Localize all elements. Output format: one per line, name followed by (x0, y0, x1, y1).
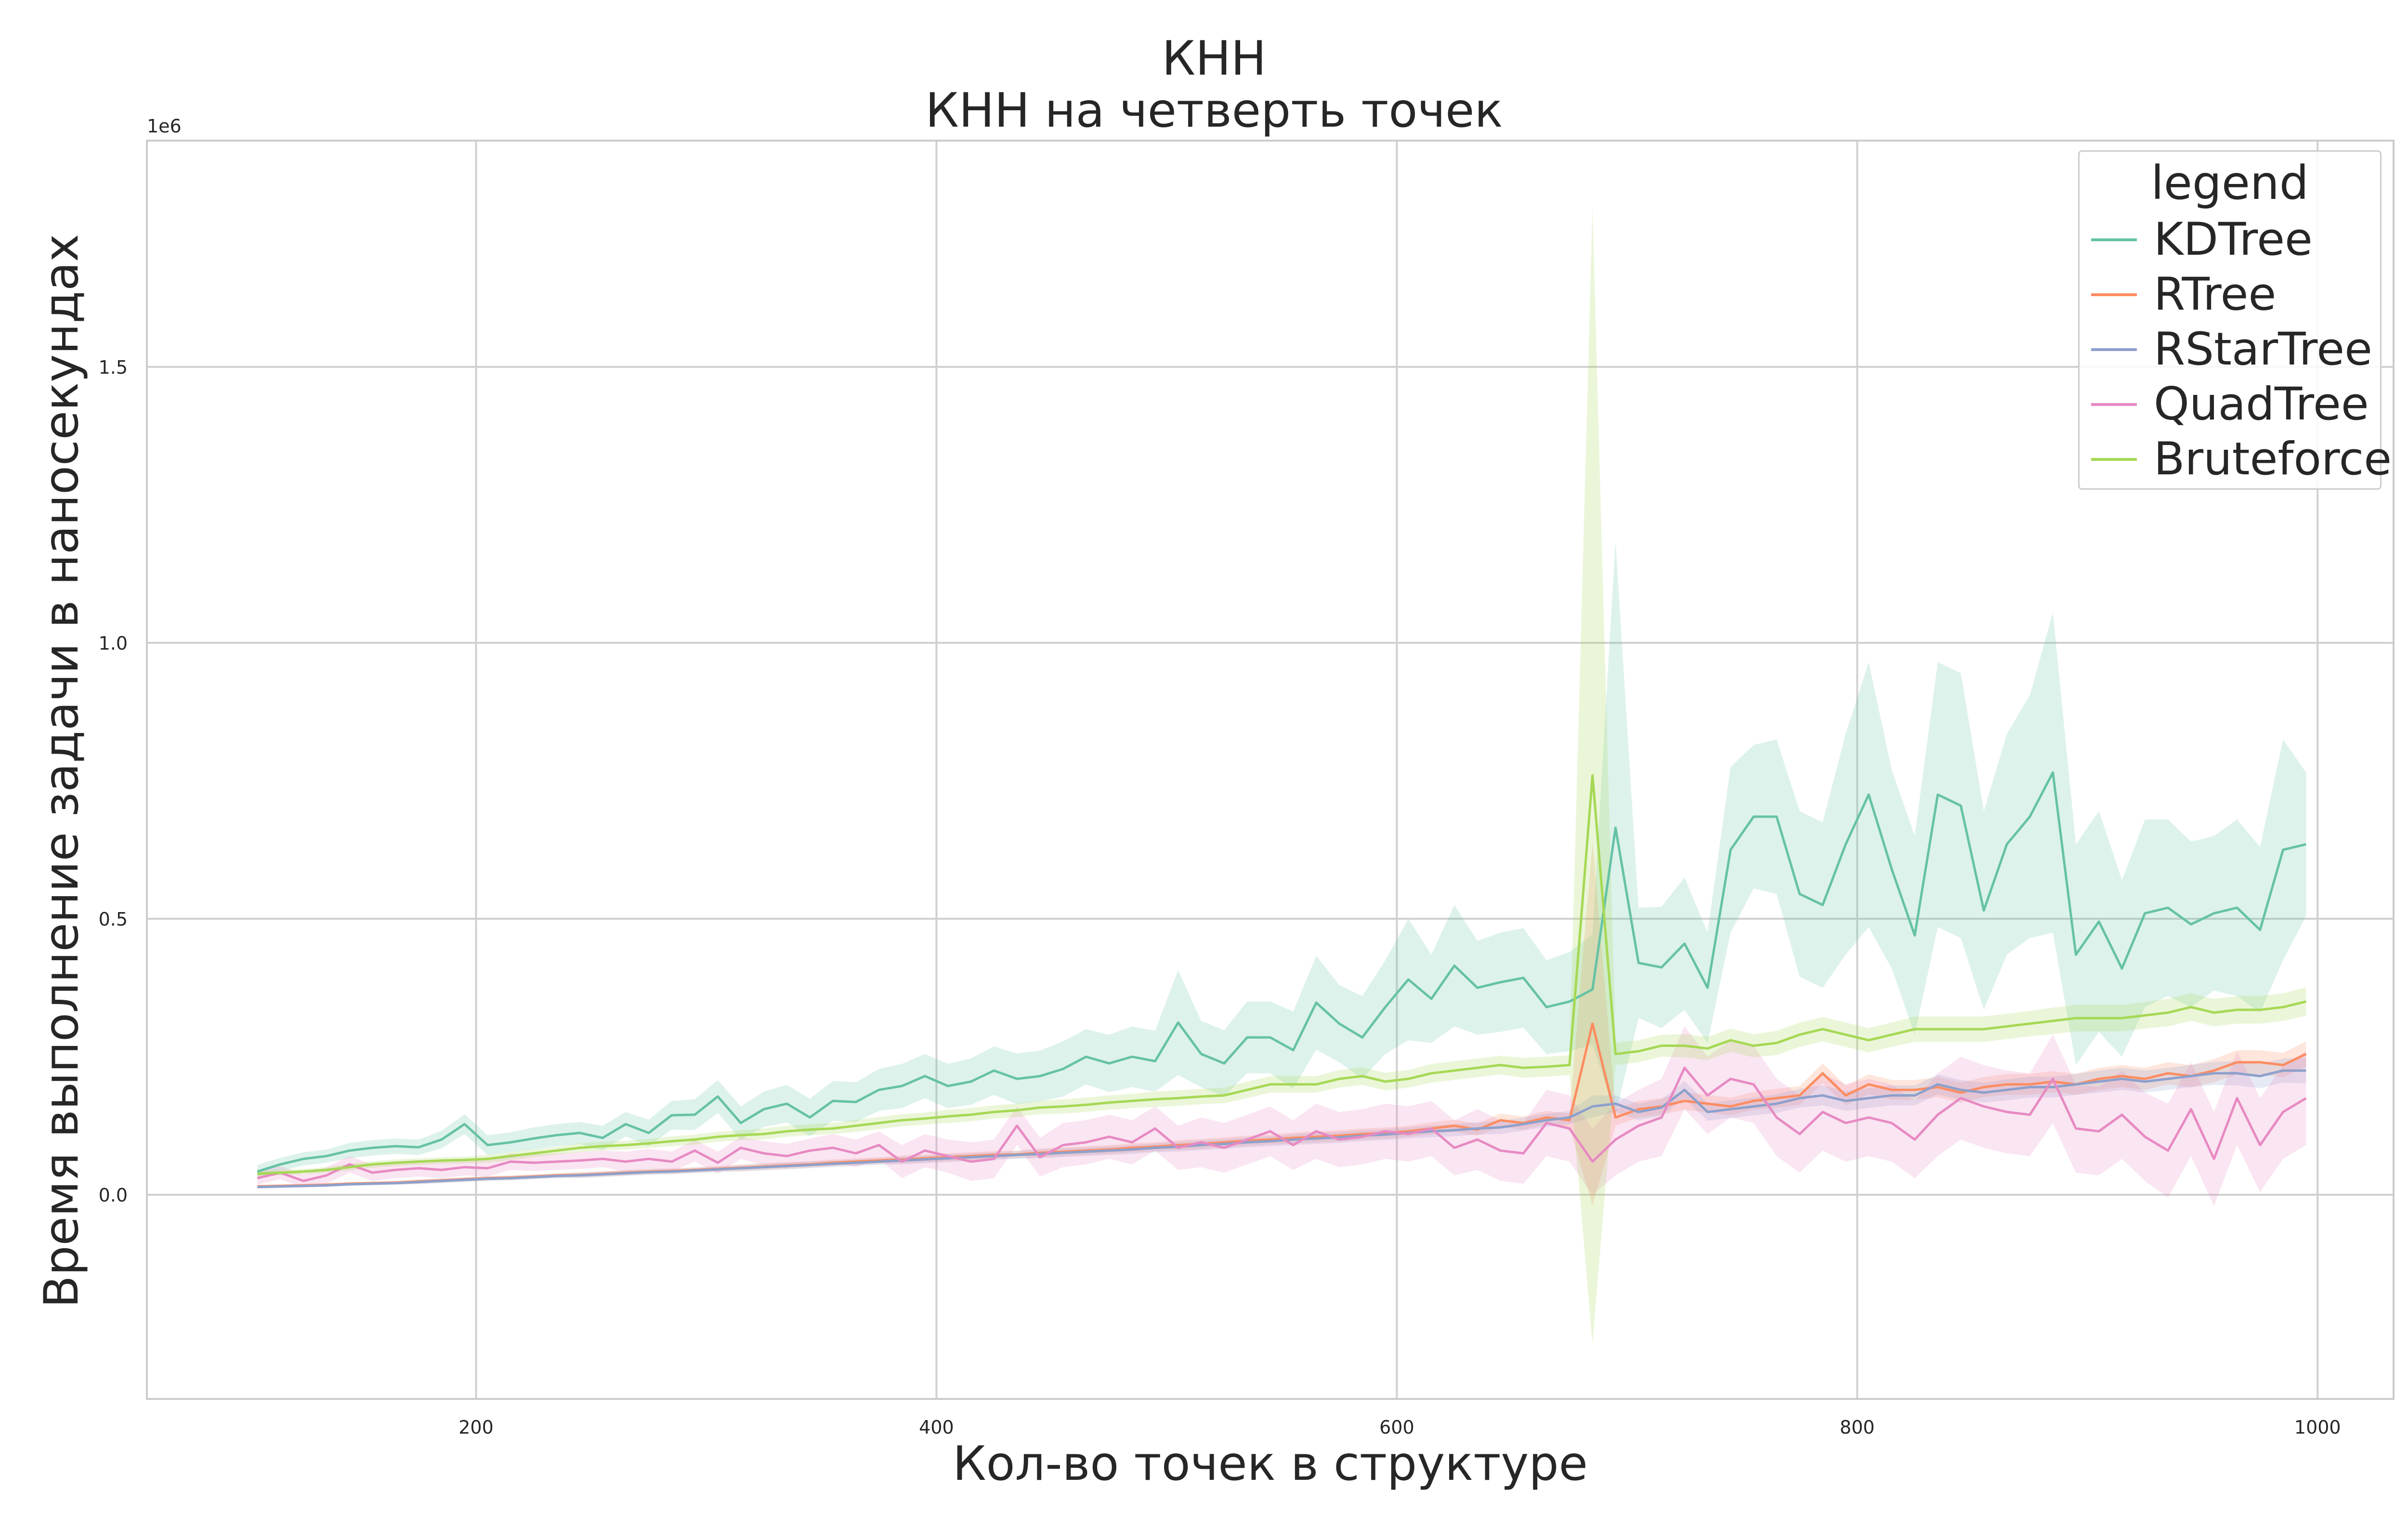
legend-item-rtree: RTree (2086, 268, 2380, 321)
x-axis-label: Кол-во точек в структуре (953, 1437, 1588, 1491)
series-line-bruteforce (257, 774, 2306, 1175)
y-tick-label: 0.0 (99, 1185, 128, 1206)
legend-swatch (2091, 348, 2137, 351)
x-tick-label: 600 (1379, 1417, 1414, 1438)
legend-item-bruteforce: Bruteforce (2086, 433, 2392, 486)
legend-label: RTree (2154, 268, 2277, 321)
grid (147, 141, 2394, 1399)
series-lines (257, 771, 2307, 1188)
band-quadtree (257, 1026, 2306, 1206)
y-tick-label: 1.0 (99, 633, 128, 654)
series-line-rstartree (257, 1069, 2306, 1188)
plot-frame (146, 140, 2395, 1400)
y-axis-label: Время выполнение задачи в наносекундах (34, 234, 89, 1308)
legend: legend KDTree RTree RStarTree QuadTree Brute… (2078, 150, 2392, 490)
legend-swatch (2091, 458, 2137, 461)
band-kdtree (257, 540, 2306, 1178)
legend-label: KDTree (2154, 213, 2313, 266)
tick-labels: 200 400 600 800 1000 0.0 0.5 1.0 1.5 (99, 357, 2341, 1438)
legend-item-rstartree: RStarTree (2086, 323, 2380, 376)
legend-title: legend (2151, 156, 2309, 210)
x-tick-label: 400 (919, 1417, 954, 1438)
y-tick-label: 1.5 (99, 357, 128, 378)
x-tick-label: 200 (458, 1417, 494, 1438)
legend-item-quadtree: QuadTree (2086, 378, 2380, 431)
legend-label: QuadTree (2154, 378, 2369, 431)
legend-swatch (2091, 403, 2137, 406)
legend-swatch (2091, 293, 2137, 296)
legend-item-kdtree: KDTree (2086, 213, 2380, 266)
y-axis-scale-label: 1e6 (147, 116, 182, 137)
series-line-kdtree (257, 771, 2306, 1173)
y-tick-label: 0.5 (99, 909, 128, 930)
chart-subtitle: КНН на четверть точек (925, 83, 1503, 138)
legend-label: Bruteforce (2154, 433, 2392, 485)
chart-title: КНН (1162, 31, 1267, 86)
legend-label: RStarTree (2154, 323, 2372, 376)
legend-swatch (2091, 238, 2137, 241)
x-tick-label: 1000 (2294, 1417, 2341, 1438)
x-tick-label: 800 (1840, 1417, 1875, 1438)
series-line-quadtree (257, 1066, 2307, 1182)
confidence-bands (257, 207, 2306, 1344)
band-rstartree (257, 1058, 2306, 1189)
